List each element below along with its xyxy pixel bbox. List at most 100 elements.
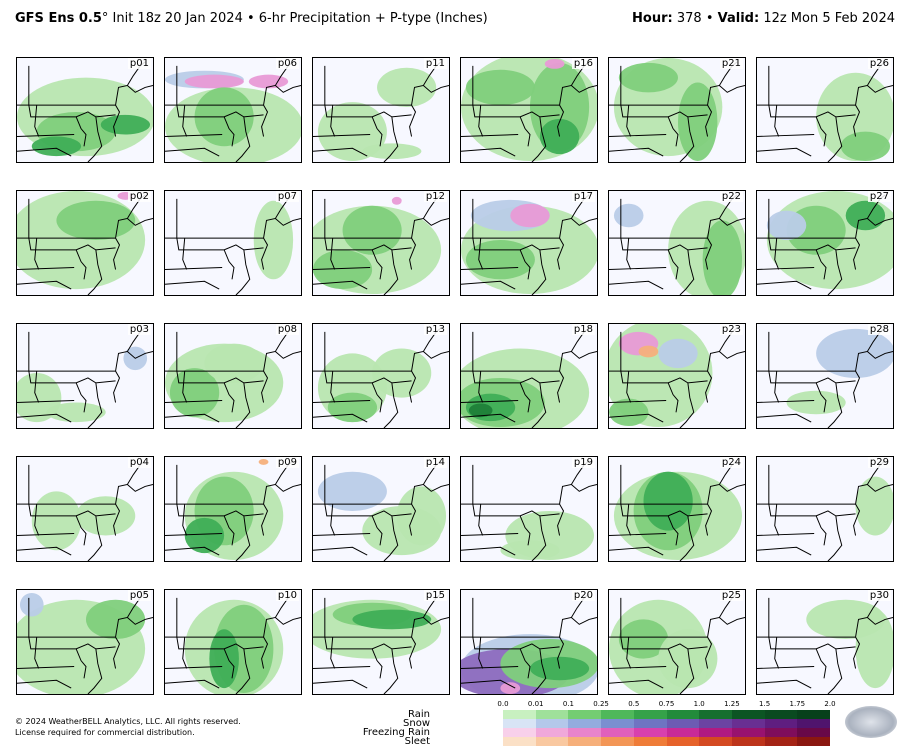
state-border: [176, 504, 264, 517]
state-border: [383, 116, 399, 162]
state-border: [87, 116, 103, 162]
state-border: [609, 413, 664, 423]
legend-swatch: [568, 728, 602, 737]
model-name: GFS Ens 0.5: [15, 11, 102, 26]
ensemble-panel-p28: p28: [756, 323, 894, 429]
ensemble-panel-p05: p05: [16, 589, 154, 695]
member-label: p11: [423, 58, 447, 69]
state-border: [620, 371, 708, 384]
state-border: [609, 267, 667, 270]
legend-tick: 1.75: [789, 700, 806, 708]
legend-swatch: [535, 737, 569, 746]
state-border: [28, 371, 116, 384]
legend-swatch: [731, 719, 765, 728]
state-border: [75, 116, 87, 147]
state-border: [705, 104, 713, 137]
state-border: [87, 249, 103, 295]
state-border: [620, 331, 726, 372]
state-border: [330, 371, 336, 403]
state-border: [423, 616, 449, 625]
precip-map: [313, 61, 449, 162]
state-border: [719, 217, 745, 226]
state-border: [774, 371, 780, 403]
state-border: [75, 648, 87, 679]
state-border: [853, 237, 861, 270]
state-border: [774, 637, 780, 669]
precip-map: [461, 593, 597, 694]
state-border: [867, 217, 893, 226]
state-border: [774, 504, 780, 536]
member-label: p08: [275, 324, 299, 335]
state-border: [609, 147, 664, 157]
state-border: [165, 147, 220, 157]
state-border: [324, 65, 430, 106]
state-border: [223, 116, 235, 147]
state-border: [815, 515, 827, 546]
state-border: [853, 370, 861, 403]
state-border: [531, 648, 547, 694]
ensemble-panel-p15: p15: [312, 589, 450, 695]
state-border: [371, 515, 383, 546]
state-border: [719, 84, 745, 93]
precip-area: [85, 599, 146, 640]
state-border: [557, 237, 565, 270]
state-border: [113, 370, 121, 403]
member-label: p10: [275, 590, 299, 601]
state-border: [235, 249, 251, 295]
state-border: [17, 533, 75, 536]
weatherbell-logo-icon: [845, 706, 897, 738]
ensemble-panel-p21: p21: [608, 57, 746, 163]
precip-map: [17, 191, 153, 295]
state-border: [827, 648, 843, 694]
state-border: [324, 597, 430, 638]
precip-area: [529, 656, 590, 681]
state-border: [409, 104, 417, 137]
map-title: GFS Ens 0.5° Init 18z 20 Jan 2024 • 6-hr…: [15, 11, 488, 26]
member-label: p19: [571, 457, 595, 468]
state-border: [667, 648, 679, 679]
state-border: [768, 238, 856, 251]
state-border: [768, 597, 874, 638]
precip-area: [317, 471, 387, 511]
precip-area: [677, 82, 718, 162]
state-border: [719, 616, 745, 625]
legend-swatch: [731, 710, 765, 719]
state-border: [478, 637, 484, 669]
state-border: [28, 637, 116, 650]
legend-swatch: [503, 728, 536, 737]
state-border: [165, 679, 220, 689]
member-label: p13: [423, 324, 447, 335]
state-border: [571, 350, 597, 359]
state-border: [313, 267, 371, 270]
state-border: [827, 515, 843, 561]
state-border: [768, 371, 856, 384]
legend-colorbar: [503, 719, 831, 728]
precip-map: [17, 592, 153, 694]
state-border: [768, 464, 874, 505]
state-border: [757, 546, 812, 556]
state-border: [165, 267, 223, 270]
precip-map: [165, 61, 301, 162]
state-border: [571, 84, 597, 93]
legend-tick: 0.0: [497, 700, 509, 708]
state-border: [409, 370, 417, 403]
precip-area: [702, 220, 743, 295]
state-border: [423, 350, 449, 359]
legend-swatch: [797, 710, 831, 719]
state-border: [815, 648, 827, 679]
state-border: [679, 382, 695, 428]
precip-area: [31, 136, 82, 157]
state-border: [827, 116, 843, 162]
state-border: [409, 636, 417, 669]
state-border: [165, 666, 223, 669]
state-border: [75, 249, 87, 280]
state-border: [609, 400, 667, 403]
state-border: [313, 413, 368, 423]
state-border: [176, 464, 282, 505]
state-border: [620, 198, 726, 239]
state-border: [313, 400, 371, 403]
state-border: [626, 238, 632, 270]
member-label: p18: [571, 324, 595, 335]
legend-swatch: [764, 719, 798, 728]
precip-area: [465, 69, 535, 106]
